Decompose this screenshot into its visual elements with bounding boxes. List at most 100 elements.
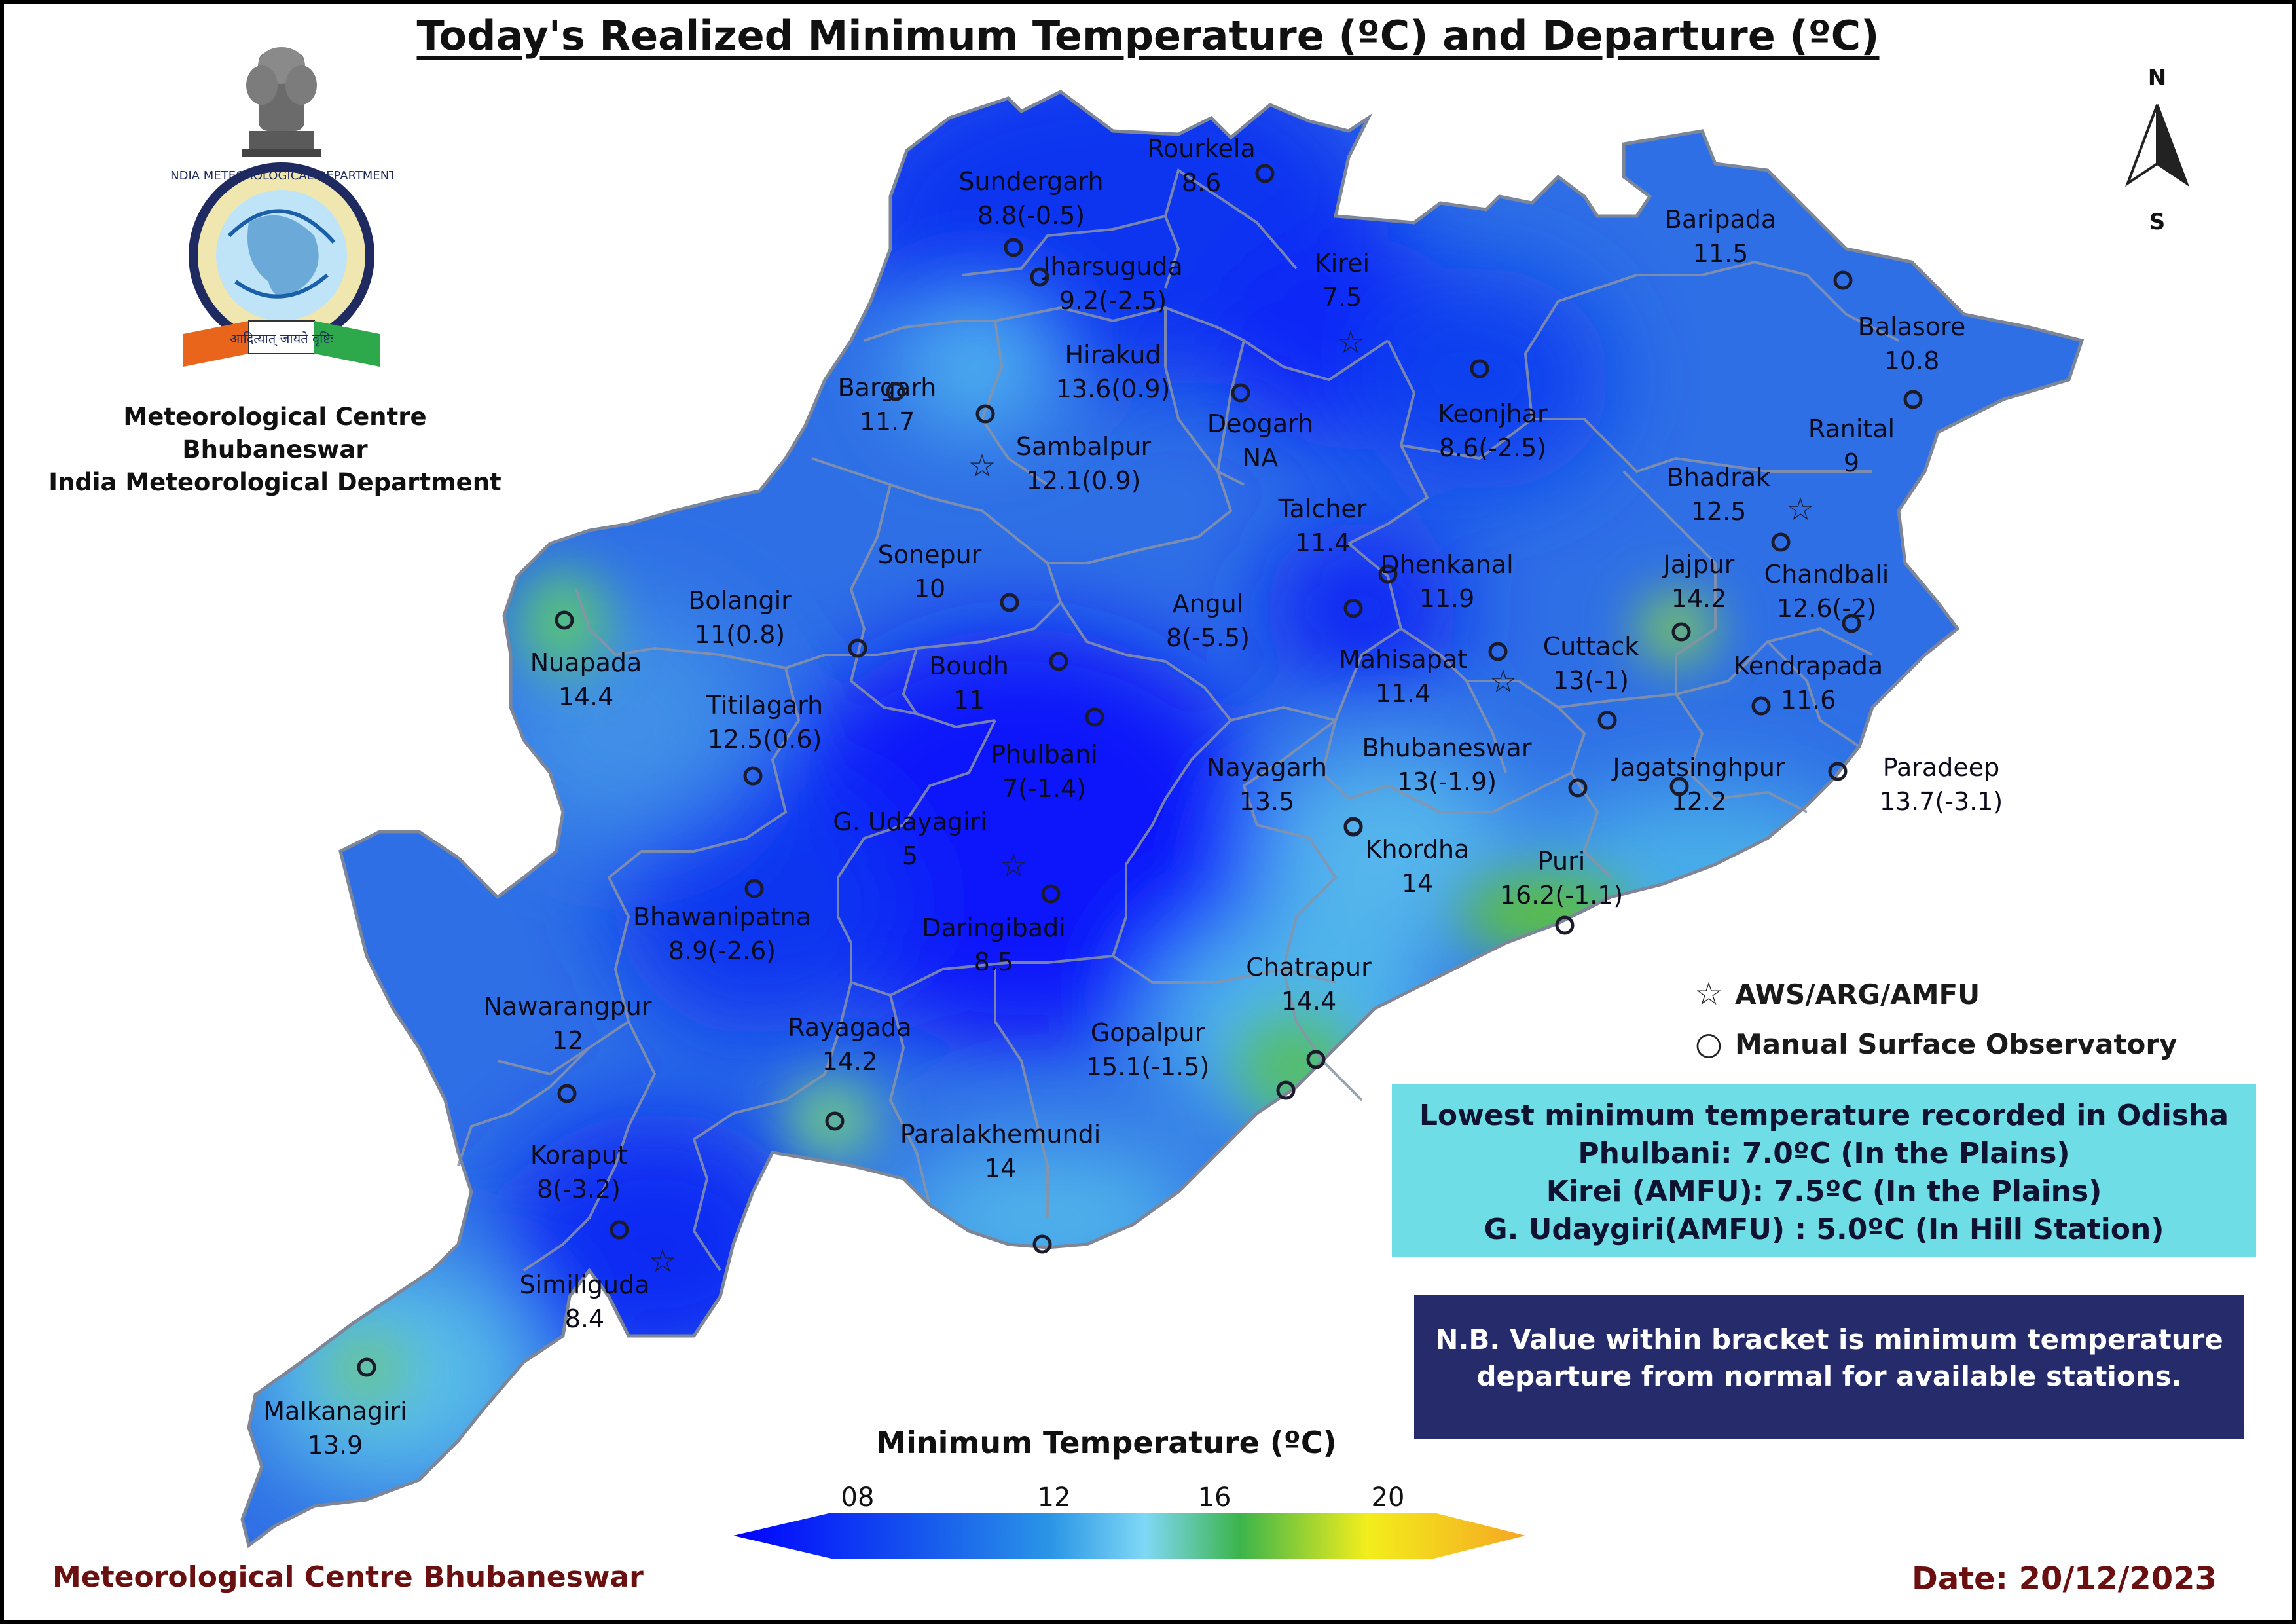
station-value: 11.7 bbox=[860, 407, 915, 436]
station-value: 12.5(0.6) bbox=[708, 725, 822, 754]
station-koraput: Koraput 8(-3.2) bbox=[530, 1141, 629, 1240]
station-value: 14 bbox=[985, 1154, 1016, 1183]
emblem-ring-text: INDIA METEOROLOGICAL DEPARTMENT bbox=[170, 169, 393, 183]
station-name: Paralakhemundi bbox=[900, 1120, 1101, 1149]
circle-icon bbox=[1306, 1050, 1326, 1069]
station-titilagarh: Titilagarh 12.5(0.6) bbox=[706, 691, 823, 786]
station-value: 8.4 bbox=[565, 1304, 604, 1333]
station-name: Sonepur bbox=[878, 540, 982, 569]
station-chatrapur: Chatrapur 14.4 bbox=[1246, 953, 1372, 1069]
lowest-line-3: G. Udaygiri(AMFU) : 5.0ºC (In Hill Stati… bbox=[1484, 1213, 2164, 1246]
station-name: Rayagada bbox=[788, 1013, 911, 1042]
station-name: Puri bbox=[1538, 847, 1586, 876]
compass-arrow-icon bbox=[2124, 104, 2190, 187]
station-keonjhar: Keonjhar 8.6(-2.5) bbox=[1438, 359, 1548, 462]
colorbar: 08 12 16 20 bbox=[733, 1483, 1525, 1559]
station-name: Bolangir bbox=[688, 586, 792, 615]
station-rayagada: Rayagada 14.2 bbox=[788, 1013, 912, 1131]
circle-icon bbox=[1568, 778, 1588, 798]
circle-icon bbox=[886, 382, 905, 401]
station-name: Mahisapat bbox=[1339, 645, 1467, 674]
station-value: 11.6 bbox=[1781, 686, 1836, 714]
footer-organization: Meteorological Centre Bhubaneswar bbox=[52, 1560, 644, 1594]
station-value: 12 bbox=[552, 1026, 583, 1055]
lowest-line-1: Phulbani: 7.0ºC (In the Plains) bbox=[1578, 1137, 2070, 1170]
station-value: 12.1(0.9) bbox=[1027, 466, 1141, 495]
colorbar-tick-label: 16 bbox=[1198, 1483, 1231, 1513]
station-value: 8.6(-2.5) bbox=[1439, 434, 1546, 462]
footer-date: Date: 20/12/2023 bbox=[1912, 1560, 2217, 1597]
station-cuttack: Cuttack 13(-1) bbox=[1543, 632, 1639, 730]
station-value: 12.6(-2) bbox=[1777, 594, 1876, 623]
station-dhenkanal: Dhenkanal 11.9 bbox=[1380, 550, 1514, 661]
circle-icon bbox=[1671, 622, 1691, 642]
station-ranital: Ranital 9 ☆ bbox=[1786, 415, 1895, 528]
circle-icon bbox=[1049, 652, 1068, 671]
circle-icon bbox=[743, 766, 763, 786]
circle-icon bbox=[1597, 710, 1617, 730]
station-name: Jajpur bbox=[1662, 550, 1735, 579]
station-bhadrak: Bhadrak 12.5 bbox=[1667, 463, 1791, 552]
circle-icon bbox=[1343, 599, 1363, 618]
station-layer: Sundergarh 8.8(-0.5) Rourkela 8.6 Jharsuguda… bbox=[263, 134, 2003, 1460]
station-gopalpur: Gopalpur 15.1(-1.5) bbox=[1086, 1018, 1296, 1100]
station-value: 11.9 bbox=[1419, 584, 1475, 613]
circle-icon bbox=[1231, 383, 1250, 403]
circle-icon bbox=[1041, 884, 1061, 904]
station-value: 13.7(-3.1) bbox=[1880, 787, 2003, 816]
station-malkanagiri: Malkanagiri 13.9 bbox=[263, 1357, 407, 1460]
station-value: 13.9 bbox=[308, 1431, 363, 1460]
station-name: Talcher bbox=[1278, 494, 1367, 523]
circle-icon bbox=[1555, 915, 1575, 935]
circle-icon bbox=[555, 610, 574, 630]
note-line-1: N.B. Value within bracket is minimum tem… bbox=[1435, 1323, 2223, 1356]
station-nawarangpur: Nawarangpur 12 bbox=[483, 992, 652, 1103]
circle-icon bbox=[1470, 359, 1489, 378]
station-value: 10.8 bbox=[1884, 346, 1940, 375]
station-sonepur: Sonepur 10 bbox=[878, 540, 1019, 612]
lowest-temperature-box: Lowest minimum temperature recorded in O… bbox=[1392, 1084, 2256, 1257]
circle-icon bbox=[1030, 267, 1049, 287]
station-value: 13.6(0.9) bbox=[1056, 375, 1171, 403]
circle-icon bbox=[610, 1220, 629, 1240]
station-value: 14 bbox=[1402, 869, 1433, 898]
station-value: 11.5 bbox=[1693, 239, 1749, 268]
imd-logo-icon bbox=[189, 162, 374, 348]
station-name: Nawarangpur bbox=[483, 992, 651, 1021]
circle-icon bbox=[1004, 238, 1023, 257]
station-daringibadi: Daringibadi 8.5 bbox=[922, 884, 1066, 976]
org-line-1: Meteorological Centre Bhubaneswar bbox=[123, 403, 427, 464]
circle-icon: ○ bbox=[1695, 1025, 1722, 1062]
station-name: Nuapada bbox=[530, 648, 642, 677]
station-name: Sambalpur bbox=[1016, 432, 1152, 461]
district-boundaries bbox=[457, 168, 1899, 1272]
circle-icon bbox=[1828, 762, 1848, 781]
station-name: Cuttack bbox=[1543, 632, 1639, 661]
station-chandbali: Chandbali 12.6(-2) bbox=[1764, 560, 1889, 633]
station-sundergarh: Sundergarh 8.8(-0.5) bbox=[958, 167, 1104, 257]
station-value: 7.5 bbox=[1322, 283, 1362, 312]
station-value: 5 bbox=[902, 841, 918, 870]
station-name: Bhadrak bbox=[1667, 463, 1770, 492]
station-name: Daringibadi bbox=[922, 913, 1066, 942]
station-name: Similiguda bbox=[520, 1270, 650, 1299]
station-jagatsinghpur: Jagatsinghpur 12.2 bbox=[1611, 753, 1785, 816]
station-name: Chandbali bbox=[1764, 560, 1889, 589]
south-label: S bbox=[2149, 209, 2166, 235]
circle-icon bbox=[1085, 707, 1104, 727]
station-paralakhemundi: Paralakhemundi 14 bbox=[900, 1120, 1101, 1254]
station-value: 9.2(-2.5) bbox=[1059, 286, 1167, 315]
station-mahisapat: Mahisapat 11.4 ☆ bbox=[1339, 645, 1518, 708]
station-value: 10 bbox=[914, 574, 945, 603]
circle-icon bbox=[1378, 564, 1398, 584]
colorbar-ticks: 08 12 16 20 bbox=[841, 1483, 1405, 1513]
emblem-motto: आदित्यात् जायते वृष्टिः bbox=[230, 331, 334, 347]
station-value: 13.5 bbox=[1239, 787, 1295, 816]
station-name: Bhawanipatna bbox=[633, 902, 811, 931]
circle-icon bbox=[1669, 777, 1689, 796]
star-icon: ☆ bbox=[1786, 491, 1814, 528]
legend-row-manual: ○ Manual Surface Observatory bbox=[1683, 1019, 2272, 1069]
station-value: 8(-3.2) bbox=[537, 1175, 621, 1204]
star-icon: ☆ bbox=[648, 1243, 676, 1280]
